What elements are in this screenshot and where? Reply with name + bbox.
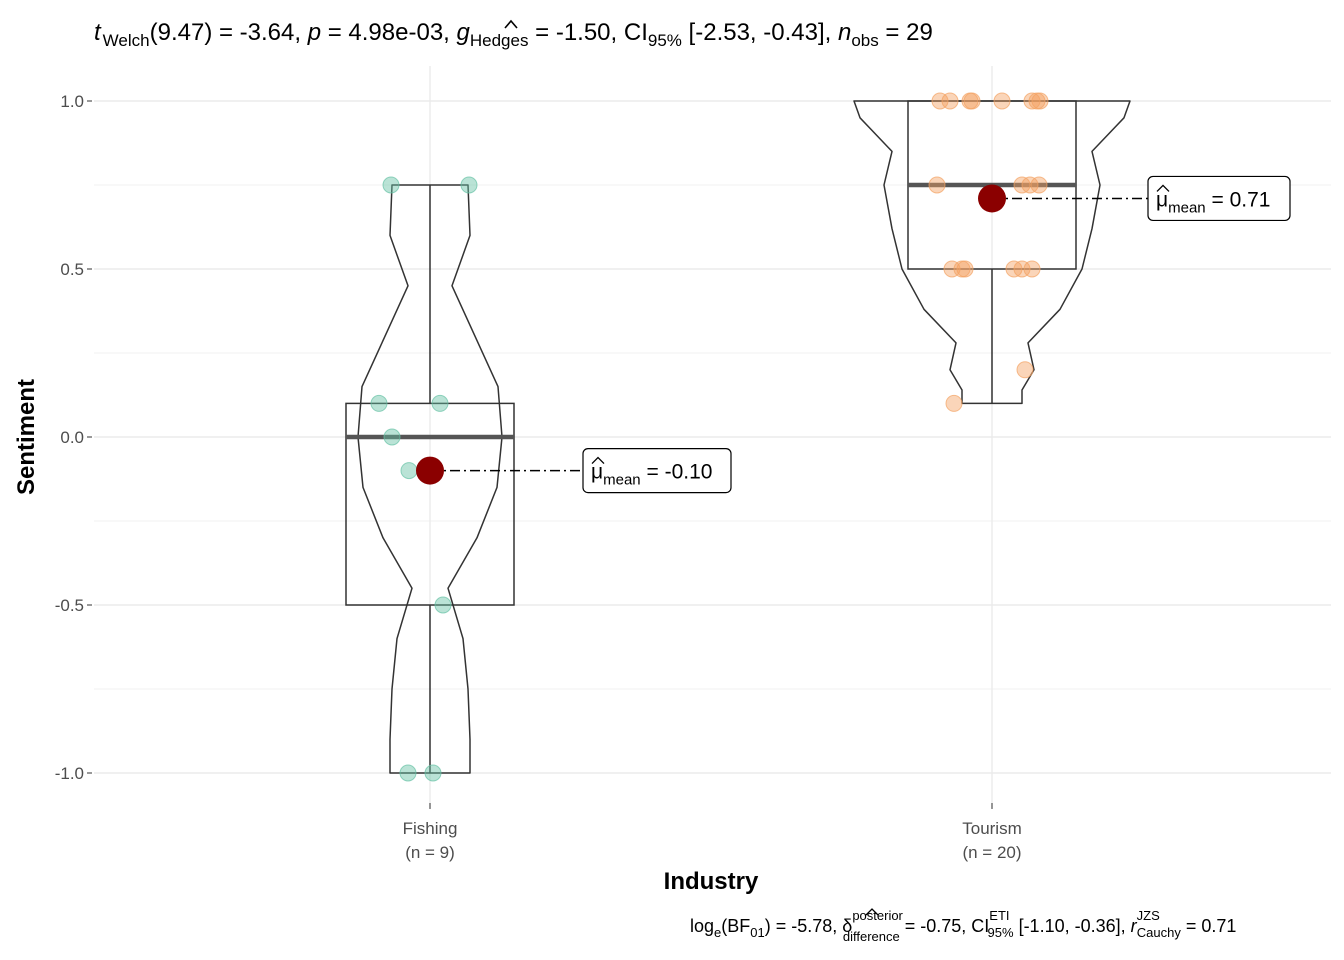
delta-symbol: δ bbox=[842, 916, 852, 936]
data-point bbox=[993, 92, 1011, 110]
stats-subtitle: t Welch(9.47) = -3.64, p = 4.98e-03, gHed… bbox=[94, 19, 933, 50]
ci-eti-value: [-1.10, -0.36], bbox=[1014, 916, 1131, 936]
x-tick-count-label: (n = 9) bbox=[405, 843, 455, 862]
g-subscript: Hedges bbox=[470, 31, 529, 50]
data-point bbox=[400, 462, 418, 480]
mean-point bbox=[978, 184, 1006, 213]
log-subscript: e bbox=[714, 925, 721, 940]
data-point bbox=[424, 764, 442, 782]
bf-subscript: 01 bbox=[750, 925, 764, 940]
data-point bbox=[383, 428, 401, 446]
log-text: log bbox=[690, 916, 714, 936]
ci-eti-superscript: ETI bbox=[989, 908, 1009, 923]
y-tick-label: -0.5 bbox=[55, 596, 84, 615]
g-symbol: g bbox=[457, 19, 471, 46]
r-symbol: r bbox=[1131, 916, 1138, 936]
mean-point bbox=[416, 456, 444, 485]
delta-hat-accent bbox=[865, 908, 879, 916]
data-point bbox=[931, 92, 949, 110]
mean-subscript: mean bbox=[1168, 199, 1206, 216]
data-point bbox=[460, 176, 478, 194]
data-point bbox=[1030, 176, 1048, 194]
bf-text: (BF bbox=[721, 916, 750, 936]
data-point bbox=[370, 394, 388, 412]
y-axis-title: Sentiment bbox=[13, 379, 40, 495]
data-point bbox=[1023, 260, 1041, 278]
ci-value: [-2.53, -0.43], bbox=[682, 19, 838, 46]
p-symbol: p bbox=[307, 19, 321, 46]
mean-label-text: μmean = 0.71 bbox=[1156, 188, 1270, 216]
r-value: = 0.71 bbox=[1181, 916, 1237, 936]
data-point bbox=[382, 176, 400, 194]
mean-label-text: μmean = -0.10 bbox=[591, 461, 712, 489]
y-tick-label: 0.5 bbox=[60, 260, 84, 279]
delta-value: = -0.75, CI bbox=[900, 916, 990, 936]
mu-symbol: μ bbox=[1156, 188, 1168, 211]
r-superscript: JZS bbox=[1137, 908, 1160, 923]
g-value: = -1.50, CI bbox=[528, 19, 647, 46]
data-point bbox=[941, 92, 959, 110]
mu-symbol: μ bbox=[591, 461, 603, 484]
r-subscript: Cauchy bbox=[1137, 925, 1182, 940]
n-subscript: obs bbox=[851, 31, 878, 50]
y-tick-label: 0.0 bbox=[60, 428, 84, 447]
delta-superscript: posterior bbox=[852, 908, 903, 923]
data-point bbox=[945, 394, 963, 412]
y-tick-label: 1.0 bbox=[60, 92, 84, 111]
data-point bbox=[1016, 361, 1034, 379]
p-value: = 4.98e-03, bbox=[321, 19, 456, 46]
delta-subscript: difference bbox=[843, 929, 900, 944]
mu-hat-accent bbox=[591, 456, 605, 465]
axes: -1.0 -0.5 0.0 0.5 1.0 Fishing (n = 9) Tourism (n… bbox=[55, 92, 1022, 862]
data-point bbox=[434, 596, 452, 614]
bf-value: ) = -5.78, bbox=[765, 916, 843, 936]
mean-value: = 0.71 bbox=[1206, 188, 1271, 211]
ci-eti-subscript: 95% bbox=[988, 925, 1014, 940]
x-axis-title: Industry bbox=[664, 868, 759, 895]
data-point bbox=[1021, 176, 1039, 194]
t-subscript: Welch bbox=[103, 31, 150, 50]
x-tick-count-label: (n = 20) bbox=[962, 843, 1021, 862]
x-tick-label: Tourism bbox=[962, 819, 1022, 838]
mean-label-box bbox=[582, 448, 732, 494]
n-value: = 29 bbox=[879, 19, 933, 46]
data-point bbox=[928, 176, 946, 194]
data-point bbox=[399, 764, 417, 782]
gridlines bbox=[94, 66, 1331, 808]
ci-subscript: 95% bbox=[648, 31, 682, 50]
t-symbol: t bbox=[94, 19, 102, 46]
mean-subscript: mean bbox=[603, 472, 641, 489]
data-point bbox=[1031, 92, 1049, 110]
data-points bbox=[370, 92, 1049, 782]
data-point bbox=[956, 260, 974, 278]
x-tick-label: Fishing bbox=[403, 819, 458, 838]
data-point bbox=[963, 92, 981, 110]
box-iqr bbox=[345, 402, 515, 606]
g-hat-accent bbox=[504, 19, 518, 29]
data-point bbox=[1013, 260, 1031, 278]
stats-caption: loge(BF01) = -5.78, δposterior difference… bbox=[690, 908, 1236, 944]
t-value: (9.47) = -3.64, bbox=[150, 19, 308, 46]
data-point bbox=[431, 394, 449, 412]
data-point bbox=[943, 260, 961, 278]
y-tick-label: -1.0 bbox=[55, 764, 84, 783]
mean-label-box bbox=[1147, 175, 1291, 222]
n-symbol: n bbox=[838, 19, 851, 46]
mean-value: = -0.10 bbox=[641, 461, 713, 484]
mu-hat-accent bbox=[1156, 184, 1170, 192]
